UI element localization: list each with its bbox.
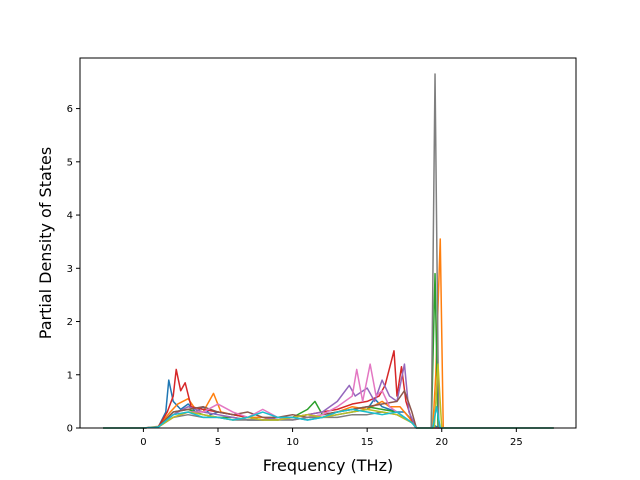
y-tick-label: 2 [67, 317, 73, 328]
series-line-8 [103, 73, 554, 429]
x-axis-label: Frequency (THz) [263, 456, 393, 475]
x-tick-label: 10 [286, 437, 299, 448]
y-tick-label: 4 [67, 211, 73, 222]
y-tick-label: 3 [67, 264, 73, 275]
y-tick-label: 0 [67, 424, 73, 435]
y-axis-ticks: 0 1 2 3 4 5 6 [67, 104, 80, 435]
x-axis-ticks: 0 5 10 15 20 25 [140, 428, 523, 448]
series-lines [103, 73, 554, 429]
x-tick-label: 25 [510, 437, 523, 448]
x-tick-label: 0 [140, 437, 146, 448]
x-tick-label: 15 [361, 437, 374, 448]
series-line-9 [103, 363, 554, 429]
plot-frame [79, 57, 577, 429]
y-tick-label: 6 [67, 104, 73, 115]
x-tick-label: 20 [435, 437, 448, 448]
y-tick-label: 5 [67, 157, 73, 168]
y-axis-label: Partial Density of States [36, 147, 55, 339]
series-line-6 [103, 389, 554, 429]
x-tick-label: 5 [215, 437, 221, 448]
y-tick-label: 1 [67, 370, 73, 381]
series-line-2 [103, 238, 554, 429]
series-line-5 [103, 363, 554, 429]
